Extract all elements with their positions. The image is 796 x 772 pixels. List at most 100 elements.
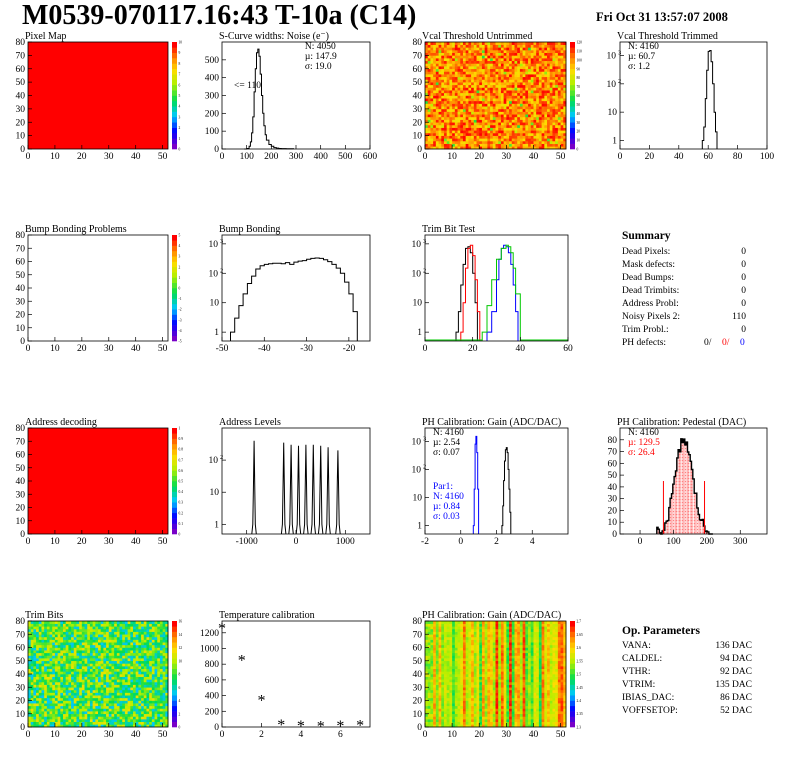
heatmap-cell — [533, 127, 537, 131]
heatmap-cell — [536, 84, 540, 88]
heatmap-cell — [454, 82, 458, 86]
heatmap-cell — [457, 146, 461, 150]
heatmap-cell — [165, 684, 169, 688]
heatmap-cell — [538, 119, 542, 123]
heatmap-cell — [79, 697, 83, 701]
heatmap-cell — [492, 124, 496, 128]
heatmap-cell — [100, 671, 104, 675]
heatmap-cell — [108, 703, 112, 707]
heatmap-cell — [528, 106, 532, 110]
heatmap-cell — [533, 135, 537, 139]
heatmap-cell — [111, 639, 115, 643]
heatmap-cell — [141, 631, 145, 635]
heatmap-cell — [533, 103, 537, 107]
y-tick-label: 70 — [608, 448, 618, 458]
y-tick-exponent: 2 — [220, 454, 223, 461]
heatmap-cell — [443, 90, 448, 94]
heatmap-cell — [503, 106, 507, 110]
heatmap-cell — [473, 124, 477, 128]
heatmap-cell — [452, 138, 456, 142]
heatmap-cell — [165, 687, 169, 691]
heatmap-cell — [528, 103, 532, 107]
heatmap-cell — [87, 692, 91, 696]
heatmap-cell — [498, 95, 502, 99]
heatmap-cell — [538, 114, 542, 118]
heatmap-cell — [135, 711, 139, 715]
heatmap-cell — [52, 666, 56, 669]
heatmap-cell — [492, 721, 496, 725]
heatmap-cell — [509, 114, 513, 118]
heatmap-cell — [476, 63, 480, 67]
heatmap-cell — [560, 135, 564, 139]
heatmap-cell — [541, 50, 545, 53]
heatmap-cell — [157, 719, 161, 722]
heatmap-cell — [141, 621, 145, 624]
heatmap-cell — [143, 700, 147, 704]
heatmap-cell — [476, 84, 480, 88]
heatmap-cell — [487, 724, 491, 728]
heatmap-cell — [468, 44, 472, 48]
heatmap-cell — [438, 146, 442, 150]
heatmap-cell — [28, 681, 32, 685]
heatmap-cell — [122, 652, 126, 656]
heatmap-cell — [146, 634, 150, 638]
heatmap-cell — [63, 642, 67, 646]
heatmap-cell — [441, 84, 445, 88]
heatmap-cell — [517, 119, 521, 123]
heatmap-cell — [44, 671, 48, 675]
heatmap-cell — [544, 52, 548, 56]
x-tick-label: 1000 — [336, 537, 355, 547]
heatmap-cell — [76, 689, 80, 693]
heatmap-cell — [522, 130, 526, 134]
heatmap-cell — [130, 697, 134, 701]
heatmap-cell — [522, 98, 526, 102]
color-scale-label: 2 — [179, 126, 181, 130]
heatmap-cell — [555, 114, 559, 118]
heatmap-cell — [457, 76, 461, 80]
summary-ph-value-black: 0/ — [704, 338, 712, 348]
heatmap-cell — [454, 106, 458, 110]
heatmap-cell — [28, 636, 32, 640]
heatmap-cell — [500, 44, 505, 48]
heatmap-cell — [544, 130, 548, 134]
heatmap-cell — [46, 716, 50, 720]
heatmap-cell — [454, 63, 458, 67]
heatmap-cell — [65, 716, 69, 720]
heatmap-cell — [146, 642, 150, 646]
heatmap-cell — [443, 122, 448, 126]
heatmap-cell — [71, 711, 75, 715]
heatmap-cell — [162, 671, 166, 675]
heatmap-cell — [127, 650, 131, 654]
heatmap-cell — [95, 713, 99, 717]
y-tick-label: 70 — [16, 244, 26, 254]
heatmap-cell — [81, 708, 85, 712]
y-tick-label: 0 — [20, 337, 25, 347]
heatmap-cell — [106, 711, 110, 715]
heatmap-cell — [549, 90, 553, 94]
color-scale-step — [172, 116, 177, 123]
op-param-value: 92 DAC — [720, 667, 752, 677]
heatmap-cell — [547, 132, 551, 136]
heatmap-cell — [116, 668, 120, 672]
heatmap-cell — [71, 647, 75, 651]
heatmap-cell — [495, 42, 499, 45]
heatmap-cell — [476, 95, 480, 99]
heatmap-cell — [435, 95, 439, 99]
heatmap-cell — [511, 90, 515, 94]
heatmap-cell — [498, 92, 502, 96]
heatmap-cell — [522, 108, 526, 112]
heatmap-cell — [73, 668, 77, 672]
op-param-value: 52 DAC — [720, 706, 752, 716]
heatmap-cell — [563, 58, 567, 62]
heatmap-cell — [119, 703, 123, 707]
heatmap-cell — [460, 63, 464, 67]
heatmap-cell — [465, 719, 469, 722]
heatmap-cell — [544, 127, 548, 131]
heatmap-cell — [538, 108, 542, 112]
chart-title: Address decoding — [25, 417, 97, 428]
heatmap-cell — [81, 700, 85, 704]
y-tick-label: 300 — [205, 92, 220, 102]
heatmap-cell — [433, 55, 437, 59]
